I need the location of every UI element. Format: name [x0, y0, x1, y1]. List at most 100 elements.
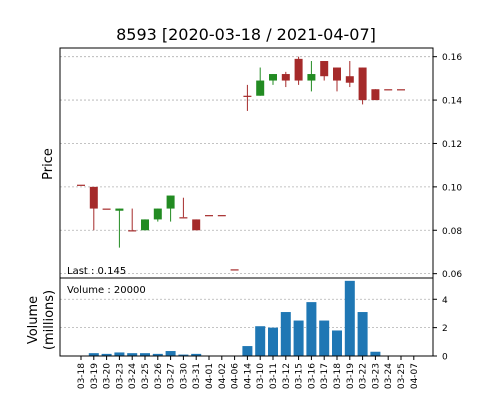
x-tick-label: 03-25	[397, 363, 407, 389]
volume-bar	[332, 330, 342, 356]
x-tick-label: 03-23	[115, 363, 125, 389]
candle	[397, 89, 405, 91]
candle	[192, 219, 201, 231]
x-tick-label: 04-01	[205, 363, 215, 389]
candle	[89, 186, 98, 231]
price-panel: 0.06 0.08 0.10 0.12 0.14 0.16 Last : 0.145 Pr…	[41, 47, 462, 280]
candle-body-down	[281, 74, 290, 81]
last-price-annotation: Last : 0.145	[67, 266, 126, 277]
volume-bar	[242, 346, 253, 356]
x-tick-label: 04-07	[410, 363, 420, 389]
candle-body-down	[128, 230, 137, 232]
candle-body-down	[179, 217, 188, 219]
volume-bar	[357, 312, 368, 356]
candle	[179, 197, 188, 219]
candle-body-down	[243, 95, 252, 97]
candle	[320, 61, 329, 81]
x-axis-ticks: 03-18 03-19 03-20 03-23 03-24 03-25 03-26 03-27…	[77, 356, 420, 389]
price-y-ticks: 0.06 0.08 0.10 0.12 0.14 0.16	[433, 53, 462, 280]
candle-body-up	[256, 80, 265, 96]
candle-body-up	[141, 219, 149, 231]
candle	[243, 84, 252, 111]
x-tick-label: 03-24	[128, 363, 138, 389]
candle-body-down	[397, 89, 405, 91]
volume-bar	[268, 327, 278, 356]
candle	[371, 89, 380, 101]
x-tick-label: 03-22	[359, 363, 369, 389]
x-tick-label: 03-18	[333, 363, 343, 389]
candle-body-down	[345, 76, 354, 83]
volume-bar	[319, 320, 330, 356]
x-tick-label: 03-30	[179, 363, 189, 389]
candle	[281, 71, 290, 88]
volume-bar	[344, 280, 355, 356]
price-tick-label: 0.14	[442, 97, 462, 107]
x-tick-label: 03-12	[282, 363, 292, 389]
x-tick-label: 04-06	[231, 363, 241, 389]
candle-body-down	[384, 89, 393, 91]
candle	[205, 215, 213, 217]
x-tick-label: 03-17	[320, 363, 330, 389]
x-tick-label: 03-27	[167, 363, 177, 389]
candle-body-down	[320, 61, 329, 77]
candle	[102, 208, 111, 210]
candle	[153, 208, 162, 222]
x-tick-label: 03-16	[307, 363, 317, 389]
candles	[77, 56, 405, 271]
chart-title: 8593 [2020-03-18 / 2021-04-07]	[116, 25, 376, 44]
candle-body-down	[358, 67, 367, 101]
price-tick-label: 0.06	[442, 270, 462, 280]
price-tick-label: 0.12	[442, 140, 462, 150]
x-tick-label: 03-24	[384, 363, 394, 389]
volume-bar	[88, 353, 99, 356]
candle-body-up	[115, 208, 124, 211]
candle-body-down	[333, 67, 341, 81]
candle-body-up	[269, 74, 277, 81]
volume-bar	[293, 320, 304, 356]
price-tick-label: 0.08	[442, 227, 462, 237]
price-tick-label: 0.10	[442, 183, 462, 193]
x-tick-label: 03-18	[77, 363, 87, 389]
x-tick-label: 03-26	[154, 363, 164, 389]
volume-bar	[114, 352, 125, 356]
price-tick-label: 0.16	[442, 53, 462, 63]
candle	[77, 184, 85, 186]
price-axis-label: Price	[41, 148, 56, 180]
volume-axis-label: Volume (millions)	[26, 290, 57, 350]
candle-body-down	[294, 58, 303, 81]
volume-annotation: Volume : 20000	[67, 285, 146, 296]
volume-y-ticks: 0 2 4	[433, 296, 448, 363]
x-tick-label: 04-02	[218, 363, 228, 389]
price-grid	[60, 56, 433, 275]
candle-body-down	[77, 184, 85, 186]
volume-bar	[165, 351, 176, 356]
candle-body-down	[217, 215, 226, 217]
volume-bar	[370, 351, 381, 356]
candle-body-down	[205, 215, 213, 217]
volume-bar	[101, 353, 112, 356]
candle	[358, 67, 367, 105]
volume-axis-label-line2: (millions)	[42, 290, 57, 350]
x-tick-label: 04-14	[243, 363, 253, 389]
volume-bar	[306, 302, 317, 356]
x-tick-label: 03-23	[371, 363, 381, 389]
candle	[230, 269, 239, 271]
candle-body-up	[153, 208, 162, 220]
candle-body-up	[166, 195, 175, 209]
volume-tick-label: 2	[442, 324, 448, 334]
x-tick-label: 03-19	[90, 363, 100, 389]
candle-body-down	[102, 208, 111, 210]
candle	[307, 61, 316, 92]
x-tick-label: 03-15	[295, 363, 305, 389]
candle	[269, 74, 277, 85]
candle	[128, 208, 137, 232]
x-tick-label: 03-25	[141, 363, 151, 389]
candle	[345, 61, 354, 88]
x-tick-label: 03-11	[269, 363, 279, 389]
candle	[256, 67, 265, 96]
volume-bar	[152, 353, 163, 356]
volume-bar	[140, 353, 150, 356]
x-tick-label: 03-10	[256, 363, 266, 389]
candle	[384, 89, 393, 91]
